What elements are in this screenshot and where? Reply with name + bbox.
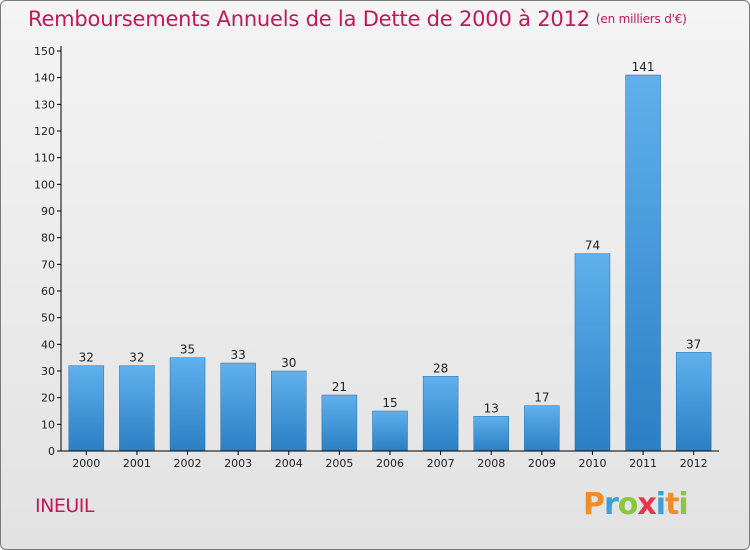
bar — [372, 410, 408, 452]
y-tick-label: 120 — [34, 125, 55, 138]
bar — [524, 405, 560, 452]
bar — [473, 416, 509, 452]
x-tick-label: 2003 — [224, 457, 252, 470]
bar-value-label: 17 — [534, 391, 549, 405]
logo-letter: t — [665, 487, 679, 522]
bar-value-label: 33 — [231, 348, 246, 362]
commune-name: INEUIL — [35, 495, 94, 517]
chart-subtitle: (en milliers d'€) — [595, 12, 687, 26]
logo-letter: o — [617, 487, 639, 522]
x-tick-label: 2001 — [123, 457, 151, 470]
x-tick-label: 2011 — [629, 457, 657, 470]
y-tick-label: 90 — [41, 205, 55, 218]
bar — [675, 352, 712, 452]
chart-title-text: Remboursements Annuels de la Dette de 20… — [28, 7, 590, 31]
y-tick-label: 30 — [41, 365, 55, 378]
bar — [169, 357, 206, 452]
x-tick-label: 2005 — [325, 457, 353, 470]
x-tick-label: 2008 — [477, 457, 505, 470]
y-tick-label: 80 — [41, 232, 55, 245]
chart-title: Remboursements Annuels de la Dette de 20… — [28, 7, 687, 31]
logo-letter: x — [637, 487, 656, 522]
y-tick-label: 110 — [34, 152, 55, 165]
bar — [574, 253, 611, 452]
y-tick-label: 60 — [41, 285, 55, 298]
bar-value-label: 141 — [632, 60, 655, 74]
bar — [220, 362, 256, 452]
x-tick-label: 2004 — [275, 457, 303, 470]
y-tick-label: 130 — [34, 98, 55, 111]
bar-value-label: 37 — [686, 337, 701, 351]
y-tick-label: 140 — [34, 72, 55, 85]
y-tick-label: 10 — [41, 418, 55, 431]
bar-value-label: 15 — [382, 396, 397, 410]
bars: 32 32 35 33 30 21 15 28 13 17 74 141 37 — [68, 60, 712, 452]
x-tick-label: 2007 — [427, 457, 455, 470]
logo-letter: r — [604, 487, 619, 522]
x-tick-label: 2002 — [174, 457, 202, 470]
y-tick-label: 70 — [41, 258, 55, 271]
y-tick-label: 150 — [34, 45, 55, 58]
bar-value-label: 21 — [332, 380, 347, 394]
x-tick-label: 2006 — [376, 457, 404, 470]
bar-value-label: 28 — [433, 361, 448, 375]
bar — [271, 370, 307, 452]
y-tick-label: 50 — [41, 312, 55, 325]
logo-letter: P — [583, 487, 605, 522]
x-axis-ticks: 2000 2001 2002 2003 2004 2005 2006 2007 2008 2009… — [72, 451, 708, 470]
bar — [625, 74, 661, 452]
logo-letter: i — [655, 487, 666, 522]
bar — [422, 376, 459, 452]
bar-value-label: 13 — [484, 401, 499, 415]
bar — [321, 394, 358, 452]
y-tick-label: 100 — [34, 178, 55, 191]
x-tick-label: 2012 — [680, 457, 708, 470]
x-tick-label: 2009 — [528, 457, 556, 470]
logo-letter: i — [678, 487, 688, 522]
y-axis-ticks: 0 10 20 30 40 50 60 70 80 90 100 110 120 130 140 150 — [34, 45, 61, 458]
bar-value-label: 35 — [180, 343, 195, 357]
proxiti-logo[interactable]: Proxiti — [583, 487, 689, 522]
y-tick-label: 20 — [41, 392, 55, 405]
y-tick-label: 0 — [48, 445, 55, 458]
bar-value-label: 30 — [281, 356, 296, 370]
x-tick-label: 2000 — [72, 457, 100, 470]
bar — [68, 365, 105, 452]
bar-value-label: 32 — [129, 351, 144, 365]
bar — [119, 365, 155, 452]
bar-value-label: 74 — [585, 239, 600, 253]
bar-value-label: 32 — [79, 351, 94, 365]
x-tick-label: 2010 — [578, 457, 606, 470]
y-tick-label: 40 — [41, 338, 55, 351]
